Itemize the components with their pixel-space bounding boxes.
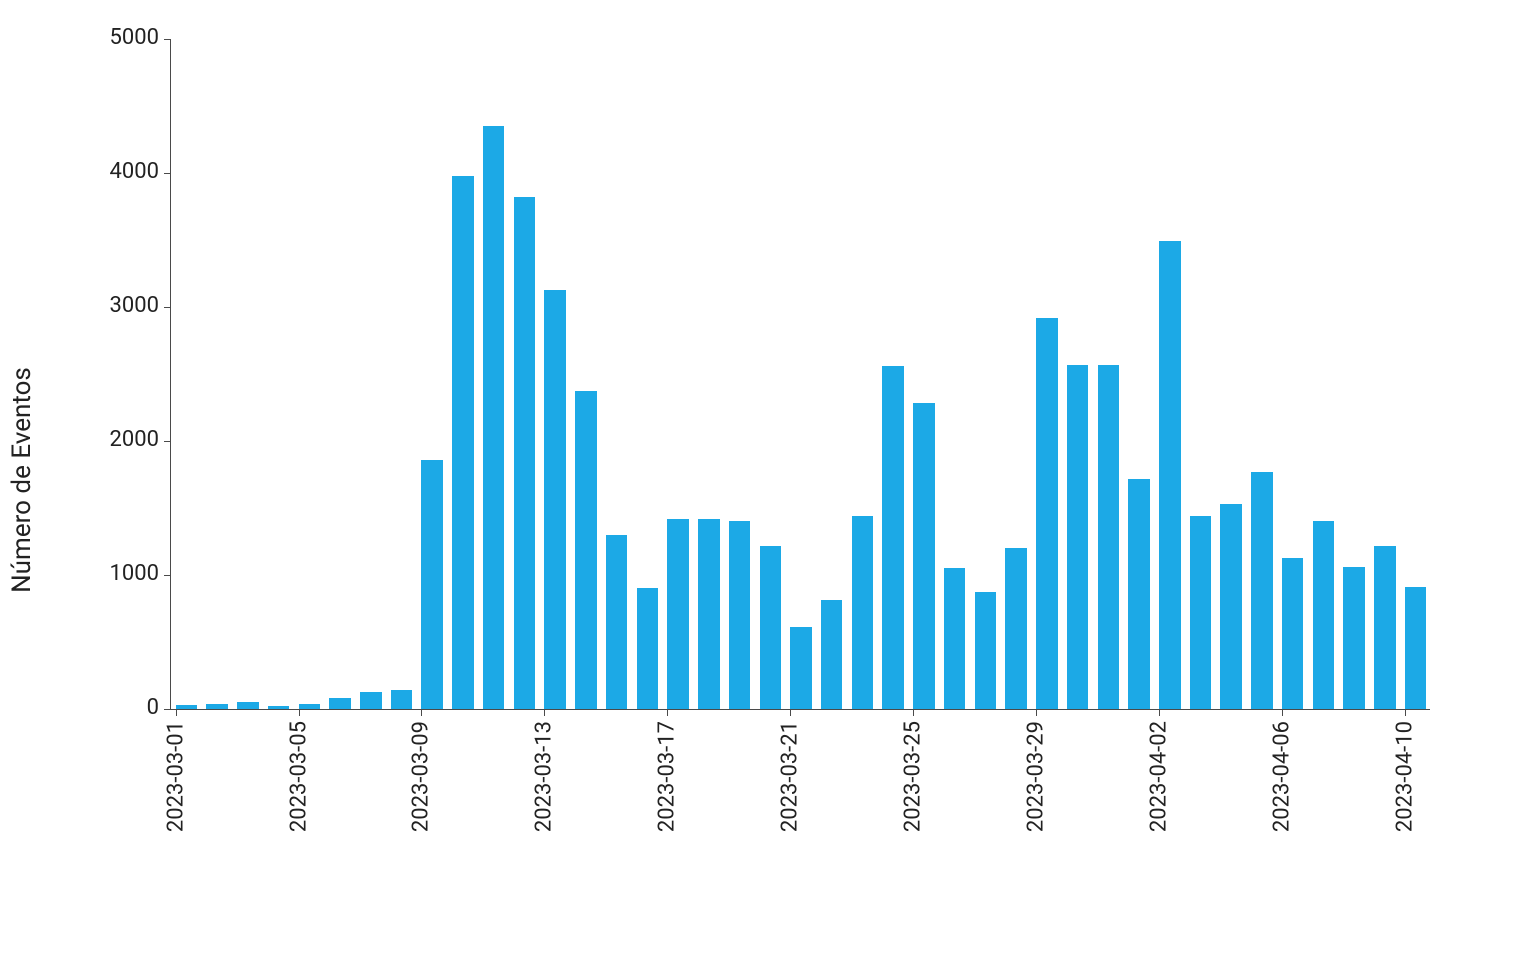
y-axis-label: Número de Eventos bbox=[7, 367, 37, 593]
y-tick-label: 3000 bbox=[110, 293, 159, 318]
bar bbox=[913, 403, 935, 709]
bar bbox=[483, 126, 505, 709]
bar bbox=[821, 600, 843, 709]
x-tick-label: 2023-03-13 bbox=[532, 721, 557, 832]
x-tick-label: 2023-04-10 bbox=[1392, 721, 1417, 832]
bar bbox=[1313, 521, 1335, 709]
y-tick-label: 4000 bbox=[110, 159, 159, 184]
bar bbox=[514, 197, 536, 709]
bar bbox=[1098, 365, 1120, 709]
bar bbox=[760, 546, 782, 709]
bar bbox=[1343, 567, 1365, 709]
y-tick-mark bbox=[164, 709, 171, 710]
bar bbox=[391, 690, 413, 709]
x-tick-mark bbox=[667, 709, 668, 716]
x-tick-label: 2023-03-17 bbox=[655, 721, 680, 832]
x-tick-label: 2023-03-25 bbox=[901, 721, 926, 832]
x-tick-mark bbox=[1405, 709, 1406, 716]
x-tick-label: 2023-04-06 bbox=[1269, 721, 1294, 832]
y-tick-label: 1000 bbox=[110, 561, 159, 586]
bar bbox=[575, 391, 597, 709]
bars-layer bbox=[171, 40, 1430, 709]
x-tick-label: 2023-03-09 bbox=[409, 721, 434, 832]
bar bbox=[360, 692, 382, 709]
bar bbox=[237, 702, 259, 709]
bar bbox=[790, 627, 812, 709]
x-tick-mark bbox=[176, 709, 177, 716]
x-tick-label: 2023-04-02 bbox=[1147, 721, 1172, 832]
x-tick-mark bbox=[299, 709, 300, 716]
bar bbox=[975, 592, 997, 709]
bar bbox=[944, 568, 966, 709]
x-tick-label: 2023-03-01 bbox=[163, 721, 188, 832]
x-tick-mark bbox=[544, 709, 545, 716]
x-tick-label: 2023-03-29 bbox=[1024, 721, 1049, 832]
y-tick-mark bbox=[164, 441, 171, 442]
x-tick-mark bbox=[421, 709, 422, 716]
bar bbox=[452, 176, 474, 709]
y-tick-label: 2000 bbox=[110, 427, 159, 452]
bar bbox=[1036, 318, 1058, 709]
y-tick-mark bbox=[164, 173, 171, 174]
bar bbox=[421, 460, 443, 709]
bar bbox=[544, 290, 566, 709]
bar bbox=[1005, 548, 1027, 709]
bar bbox=[1190, 516, 1212, 709]
bar bbox=[299, 704, 321, 709]
bar bbox=[1251, 472, 1273, 709]
bar bbox=[1128, 479, 1150, 709]
y-tick-mark bbox=[164, 307, 171, 308]
bar bbox=[329, 698, 351, 709]
bar bbox=[268, 706, 290, 709]
events-bar-chart: Número de Eventos 0100020003000400050002… bbox=[60, 10, 1480, 950]
plot-area: 0100020003000400050002023-03-012023-03-0… bbox=[170, 40, 1430, 710]
y-tick-label: 0 bbox=[147, 695, 159, 720]
bar bbox=[667, 519, 689, 709]
x-tick-mark bbox=[1036, 709, 1037, 716]
bar bbox=[176, 705, 198, 709]
bar bbox=[1159, 241, 1181, 709]
bar bbox=[206, 704, 228, 709]
bar bbox=[1067, 365, 1089, 709]
y-tick-label: 5000 bbox=[110, 25, 159, 50]
x-tick-mark bbox=[913, 709, 914, 716]
x-tick-mark bbox=[1159, 709, 1160, 716]
bar bbox=[1405, 587, 1427, 709]
bar bbox=[606, 535, 628, 709]
bar bbox=[882, 366, 904, 709]
x-tick-label: 2023-03-21 bbox=[778, 721, 803, 832]
bar bbox=[1220, 504, 1242, 709]
bar bbox=[637, 588, 659, 709]
bar bbox=[698, 519, 720, 709]
bar bbox=[1282, 558, 1304, 709]
y-tick-mark bbox=[164, 575, 171, 576]
x-tick-mark bbox=[790, 709, 791, 716]
bar bbox=[1374, 546, 1396, 709]
x-tick-mark bbox=[1282, 709, 1283, 716]
bar bbox=[729, 521, 751, 709]
y-tick-mark bbox=[164, 39, 171, 40]
bar bbox=[852, 516, 874, 709]
x-tick-label: 2023-03-05 bbox=[286, 721, 311, 832]
